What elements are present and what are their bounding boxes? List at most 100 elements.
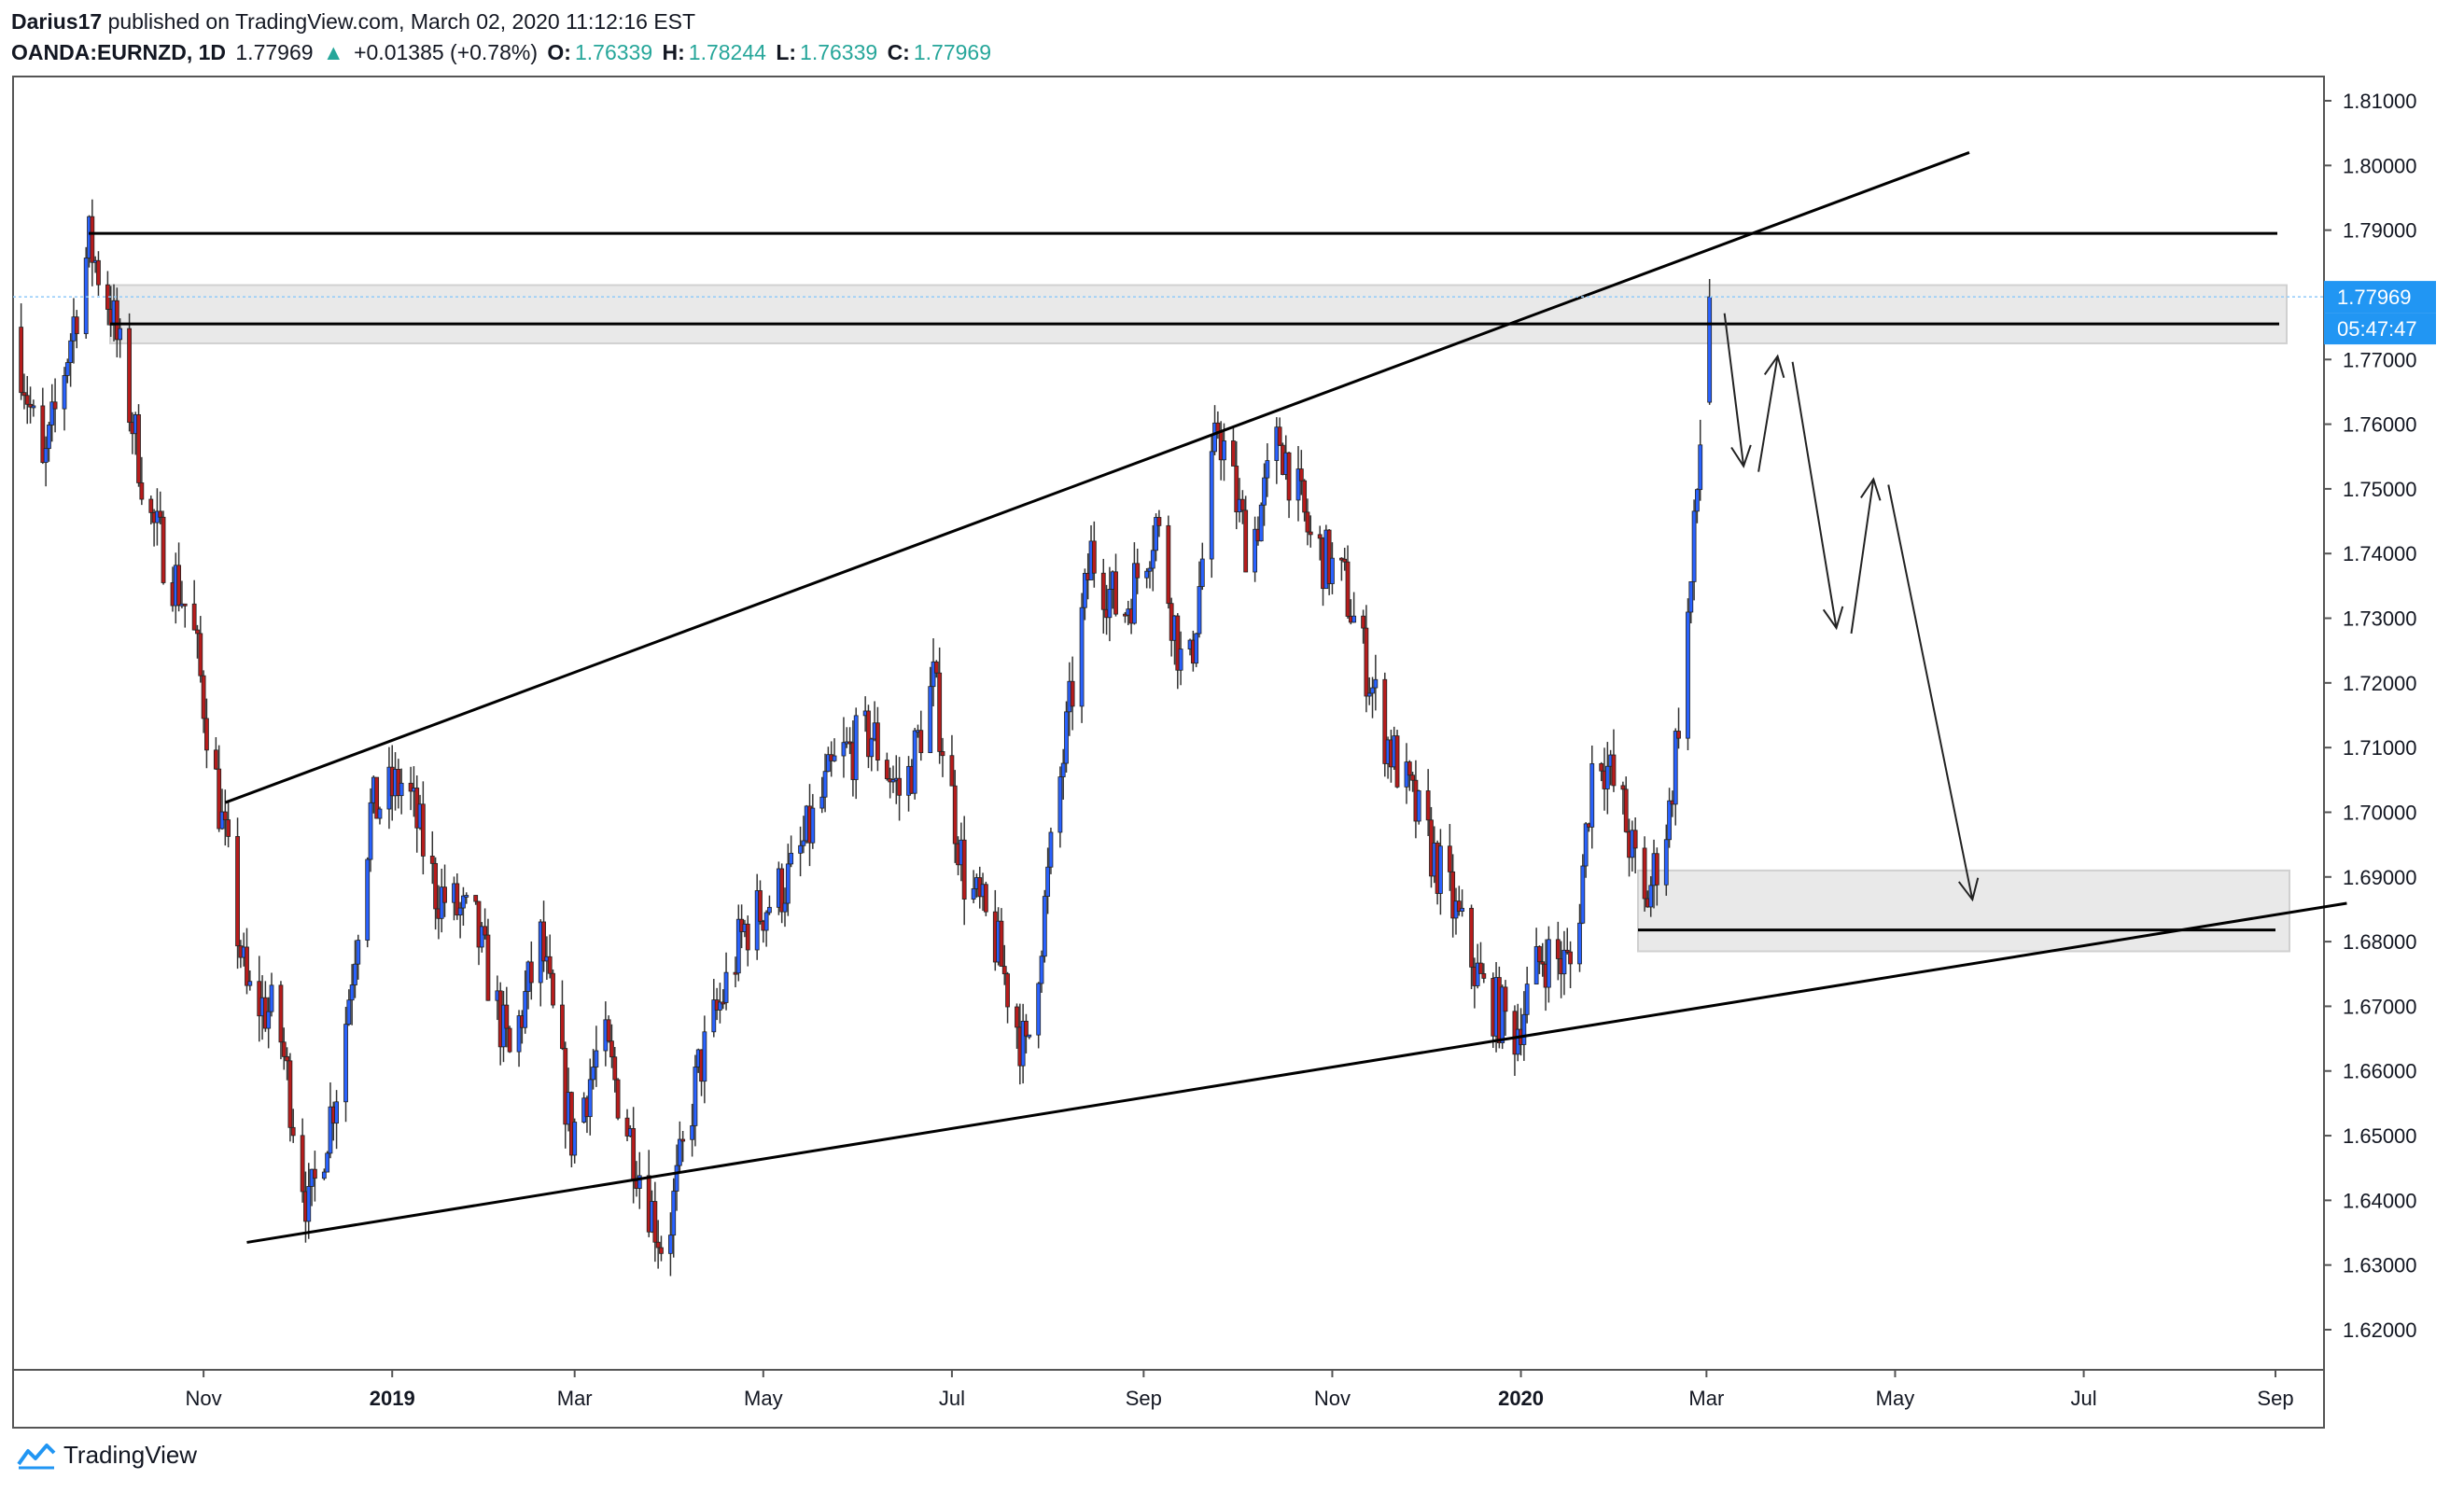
projection-arrow-2[interactable] [1757, 356, 1779, 472]
candle-body[interactable] [671, 1191, 677, 1236]
candle-body[interactable] [735, 918, 741, 974]
candle-body[interactable] [1005, 973, 1010, 1008]
candle-body[interactable] [1039, 956, 1044, 984]
candle-body[interactable] [485, 934, 491, 1001]
candle-body[interactable] [346, 999, 352, 1026]
candle-body[interactable] [74, 316, 79, 335]
candle-body[interactable] [1166, 524, 1171, 605]
candle-body[interactable] [952, 785, 958, 844]
candle-body[interactable] [723, 971, 729, 1003]
candle-body[interactable] [281, 1041, 287, 1057]
candle-body[interactable] [31, 405, 36, 409]
candle-body[interactable] [312, 1168, 317, 1179]
candle-body[interactable] [1698, 444, 1703, 491]
candle-body[interactable] [1364, 627, 1369, 697]
candle-body[interactable] [507, 1027, 512, 1053]
candle-body[interactable] [1024, 1020, 1029, 1037]
candle-body[interactable] [476, 900, 482, 948]
candle-body[interactable] [114, 300, 119, 341]
candle-body[interactable] [1258, 504, 1264, 542]
candle-body[interactable] [1231, 440, 1236, 467]
candle-body[interactable] [1154, 517, 1158, 551]
candle-body[interactable] [1503, 986, 1508, 1012]
candle-body[interactable] [226, 819, 231, 837]
candle-body[interactable] [1060, 762, 1066, 777]
candle-body[interactable] [1673, 731, 1678, 805]
candle-body[interactable] [516, 1015, 522, 1053]
candle-body[interactable] [1533, 946, 1539, 985]
candle-body[interactable] [933, 661, 939, 674]
candle-body[interactable] [668, 1235, 673, 1254]
candle-body[interactable] [1199, 558, 1205, 587]
candle-body[interactable] [1286, 452, 1292, 501]
projection-arrow-1[interactable] [1723, 313, 1745, 467]
candle-body[interactable] [779, 868, 785, 913]
candle-body[interactable] [1460, 907, 1465, 912]
candle-body[interactable] [1308, 531, 1313, 536]
candle-body[interactable] [1135, 563, 1141, 579]
candle-body[interactable] [1546, 939, 1551, 988]
candle-body[interactable] [1500, 986, 1505, 1043]
candle-body[interactable] [767, 906, 772, 914]
candle-body[interactable] [377, 808, 383, 819]
candle-body[interactable] [1057, 776, 1063, 833]
candle-body[interactable] [819, 796, 825, 809]
candle-body[interactable] [368, 802, 373, 860]
candle-body[interactable] [798, 844, 803, 854]
author-name[interactable]: Darius17 [11, 9, 103, 34]
candle-body[interactable] [869, 738, 875, 758]
candle-body[interactable] [21, 392, 27, 397]
candle-body[interactable] [62, 375, 67, 410]
candle-body[interactable] [1540, 961, 1546, 965]
candle-body[interactable] [1366, 692, 1372, 697]
candle-body[interactable] [1583, 823, 1589, 867]
candle-body[interactable] [64, 362, 70, 376]
candle-body[interactable] [693, 1067, 698, 1126]
candle-body[interactable] [1215, 422, 1221, 432]
candle-body[interactable] [718, 1001, 722, 1011]
candle-body[interactable] [1370, 687, 1375, 694]
candle-body[interactable] [1239, 498, 1245, 511]
candle-body[interactable] [745, 923, 750, 951]
candle-body[interactable] [204, 718, 209, 751]
candle-body[interactable] [49, 401, 55, 426]
projection-arrow-4[interactable] [1850, 479, 1875, 635]
candle-body[interactable] [1450, 871, 1456, 919]
candle-body[interactable] [191, 603, 197, 631]
candle-body[interactable] [825, 754, 831, 773]
candle-body[interactable] [563, 1048, 568, 1125]
candle-body[interactable] [1568, 951, 1573, 965]
candle-body[interactable] [1113, 571, 1118, 615]
candle-body[interactable] [983, 884, 988, 913]
candle-body[interactable] [551, 972, 555, 1006]
candle-body[interactable] [1144, 570, 1150, 579]
candle-body[interactable] [841, 742, 847, 757]
candle-body[interactable] [1345, 561, 1351, 617]
candle-body[interactable] [1209, 451, 1214, 560]
candle-body[interactable] [429, 856, 435, 864]
candle-body[interactable] [897, 777, 902, 796]
candle-body[interactable] [195, 629, 200, 635]
resistance-zone[interactable] [109, 284, 2288, 344]
candle-body[interactable] [680, 1138, 686, 1142]
candle-body[interactable] [810, 807, 816, 844]
candle-body[interactable] [1478, 962, 1483, 974]
candle-body[interactable] [1326, 529, 1332, 584]
candle-body[interactable] [278, 984, 284, 1043]
candle-body[interactable] [24, 395, 30, 405]
candle-body[interactable] [1147, 567, 1153, 572]
candle-body[interactable] [353, 963, 357, 985]
candle-body[interactable] [1475, 962, 1480, 986]
candle-body[interactable] [473, 895, 479, 902]
candle-body[interactable] [457, 907, 463, 916]
candle-body[interactable] [287, 1060, 293, 1128]
candle-body[interactable] [1688, 580, 1694, 613]
candle-body[interactable] [690, 1124, 695, 1140]
candle-body[interactable] [594, 1050, 599, 1067]
candle-body[interactable] [1394, 735, 1400, 788]
candle-body[interactable] [47, 425, 51, 450]
candle-body[interactable] [782, 902, 788, 913]
candle-body[interactable] [1524, 984, 1530, 1015]
candle-body[interactable] [1027, 1034, 1032, 1038]
